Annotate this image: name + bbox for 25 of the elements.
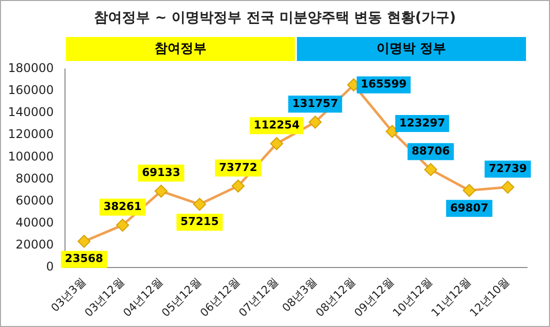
data-label: 131757 xyxy=(292,97,338,110)
y-tick-label: 100000 xyxy=(8,149,54,164)
y-tick-label: 80000 xyxy=(16,171,54,186)
data-label: 112254 xyxy=(254,118,300,132)
chart-title: 참여정부 ~ 이명박정부 전국 미분양주택 변동 현황(가구) xyxy=(93,9,457,27)
y-tick-label: 40000 xyxy=(16,215,54,230)
data-label: 73772 xyxy=(218,160,258,174)
text: 이명박 정부 xyxy=(376,41,446,56)
y-tick-label: 60000 xyxy=(16,193,54,208)
data-label: 69133 xyxy=(142,166,180,180)
y-tick-label: 180000 xyxy=(8,61,54,76)
y-tick-label: 20000 xyxy=(16,237,54,252)
data-label: 69807 xyxy=(450,201,488,214)
y-tick-label: 0 xyxy=(46,259,54,274)
data-label: 23568 xyxy=(64,252,104,266)
y-tick-label: 140000 xyxy=(8,105,54,120)
data-label: 88706 xyxy=(412,144,450,158)
data-label: 38261 xyxy=(103,200,142,214)
data-label: 165599 xyxy=(360,78,407,91)
data-label: 57215 xyxy=(180,215,219,228)
text: 참여정부 xyxy=(154,41,206,56)
data-label: 123297 xyxy=(399,116,446,130)
y-tick-label: 120000 xyxy=(8,127,54,142)
data-label: 72739 xyxy=(488,162,527,176)
y-tick-label: 160000 xyxy=(8,83,54,98)
